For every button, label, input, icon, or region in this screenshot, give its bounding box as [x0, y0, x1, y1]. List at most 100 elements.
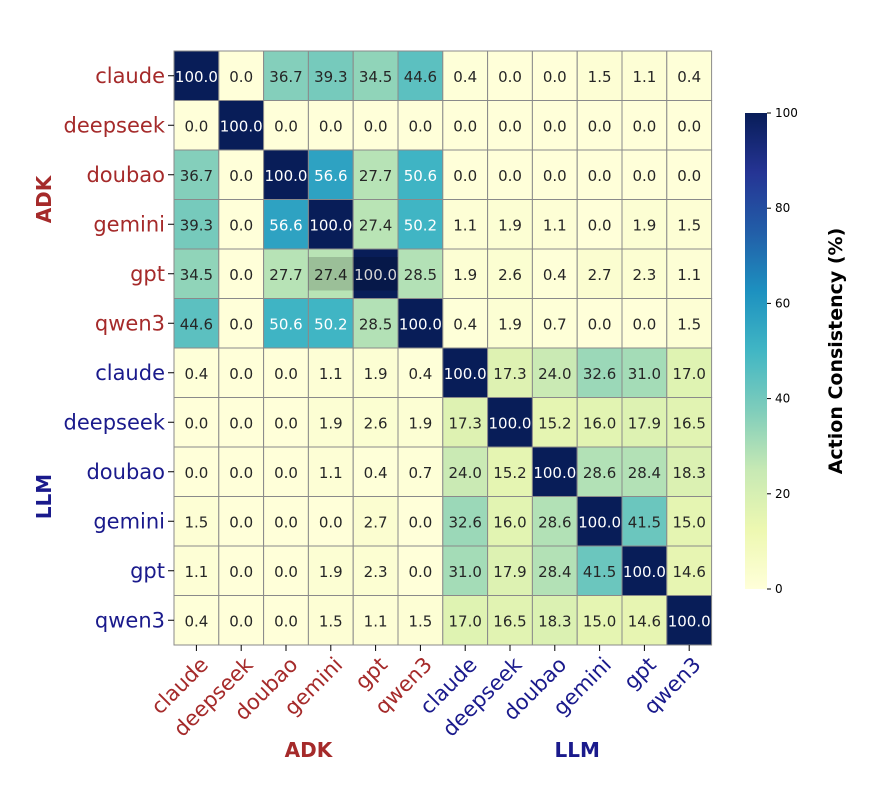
heatmap-cell — [263, 347, 309, 398]
heatmap-cell — [307, 149, 354, 200]
heatmap-cell — [218, 446, 265, 497]
cell-value-label: 100.0 — [309, 216, 352, 234]
cell-value-label: 15.2 — [538, 414, 571, 432]
cell-value-label: 50.2 — [314, 315, 347, 333]
heatmap-cell — [576, 298, 623, 349]
row-tick-label: deepseek — [64, 410, 166, 434]
cell-value-label: 1.9 — [632, 216, 656, 234]
cell-value-label: 0.0 — [588, 315, 612, 333]
cell-value-label: 14.6 — [672, 563, 705, 581]
cell-value-label: 0.7 — [543, 315, 567, 333]
row-tick-label: qwen3 — [95, 311, 165, 335]
cell-value-label: 0.0 — [677, 167, 701, 185]
cell-value-label: 24.0 — [448, 464, 481, 482]
colorbar-tick-label: 0 — [775, 582, 783, 596]
heatmap-cell — [263, 545, 309, 596]
cell-value-label: 2.7 — [364, 513, 388, 531]
cell-value-label: 1.9 — [498, 216, 522, 234]
cell-value-label: 36.7 — [180, 167, 213, 185]
x-group-label: ADK — [285, 738, 334, 762]
heatmap-cell — [352, 446, 399, 497]
heatmap-cell — [397, 595, 444, 646]
heatmap-cell — [487, 595, 533, 646]
row-tick-label: gemini — [93, 509, 165, 533]
cell-value-label: 100.0 — [668, 612, 711, 630]
cell-value-label: 0.4 — [184, 612, 208, 630]
cell-value-label: 0.0 — [632, 167, 656, 185]
cell-value-label: 31.0 — [448, 563, 481, 581]
cell-value-label: 2.3 — [364, 563, 388, 581]
cell-value-label: 1.9 — [408, 414, 432, 432]
cell-value-label: 17.0 — [672, 365, 705, 383]
cell-value-label: 27.4 — [359, 216, 392, 234]
y-group-label: ADK — [32, 174, 56, 223]
cell-value-label: 0.0 — [632, 315, 656, 333]
heatmap-cell — [263, 496, 309, 547]
cell-value-label: 100.0 — [489, 414, 532, 432]
cell-value-label: 0.0 — [543, 117, 567, 135]
heatmap-cell — [576, 397, 623, 448]
heatmap-cell — [397, 199, 444, 250]
row-tick-label: gpt — [130, 262, 165, 286]
cell-value-label: 0.0 — [408, 513, 432, 531]
cell-value-label: 14.6 — [628, 612, 661, 630]
colorbar-tick-label: 100 — [775, 106, 798, 120]
cell-value-label: 1.5 — [677, 216, 701, 234]
cell-value-label: 1.1 — [319, 464, 343, 482]
heatmap-cell — [307, 446, 354, 497]
heatmap-cell — [621, 298, 668, 349]
cell-value-label: 16.0 — [493, 513, 526, 531]
cell-value-label: 27.7 — [269, 266, 302, 284]
cell-value-label: 0.0 — [229, 315, 253, 333]
row-tick-label: doubao — [86, 163, 165, 187]
cell-value-label: 39.3 — [314, 68, 347, 86]
cell-value-label: 1.1 — [453, 216, 477, 234]
cell-value-label: 34.5 — [180, 266, 213, 284]
cell-value-label: 36.7 — [269, 68, 302, 86]
cell-value-label: 0.0 — [274, 365, 298, 383]
heatmap-cell — [307, 100, 354, 151]
heatmap-cell — [173, 199, 220, 250]
cell-value-label: 0.0 — [274, 513, 298, 531]
cell-value-label: 100.0 — [578, 513, 621, 531]
heatmap-cell — [531, 595, 578, 646]
row-tick-label: gemini — [93, 212, 165, 236]
heatmap-cell — [352, 347, 399, 398]
cell-value-label: 1.5 — [184, 513, 208, 531]
heatmap-cell — [352, 397, 399, 448]
heatmap-cell — [576, 545, 623, 596]
cell-value-label: 0.0 — [543, 68, 567, 86]
heatmap-cell — [218, 248, 265, 299]
heatmap-cell — [352, 149, 399, 200]
cell-value-label: 0.4 — [677, 68, 701, 86]
cell-value-label: 0.0 — [364, 117, 388, 135]
heatmap-cell — [621, 248, 668, 299]
heatmap-cell — [397, 248, 444, 299]
cell-value-label: 0.0 — [229, 464, 253, 482]
heatmap-cell — [307, 199, 354, 250]
heatmap-cell — [218, 100, 265, 151]
cell-value-label: 0.0 — [588, 117, 612, 135]
heatmap-cell — [352, 496, 399, 547]
heatmap-cell — [487, 496, 533, 547]
heatmap-cell — [218, 595, 265, 646]
row-tick-label: claude — [95, 64, 165, 88]
cell-value-label: 2.7 — [588, 266, 612, 284]
heatmap-cell — [397, 347, 444, 398]
heatmap-cell — [352, 298, 399, 349]
heatmap-cell — [621, 446, 668, 497]
heatmap-cell — [531, 397, 578, 448]
cell-value-label: 0.0 — [677, 117, 701, 135]
heatmap-cell — [621, 347, 668, 398]
cell-value-label: 16.0 — [583, 414, 616, 432]
cell-value-label: 17.3 — [448, 414, 481, 432]
cell-value-label: 0.0 — [453, 117, 477, 135]
cell-value-label: 28.6 — [583, 464, 616, 482]
cell-value-label: 0.0 — [319, 513, 343, 531]
cell-value-label: 28.5 — [404, 266, 437, 284]
cell-value-label: 1.5 — [408, 612, 432, 630]
heatmap-cell — [487, 298, 533, 349]
heatmap-cell — [621, 545, 668, 596]
heatmap-cell — [531, 199, 578, 250]
